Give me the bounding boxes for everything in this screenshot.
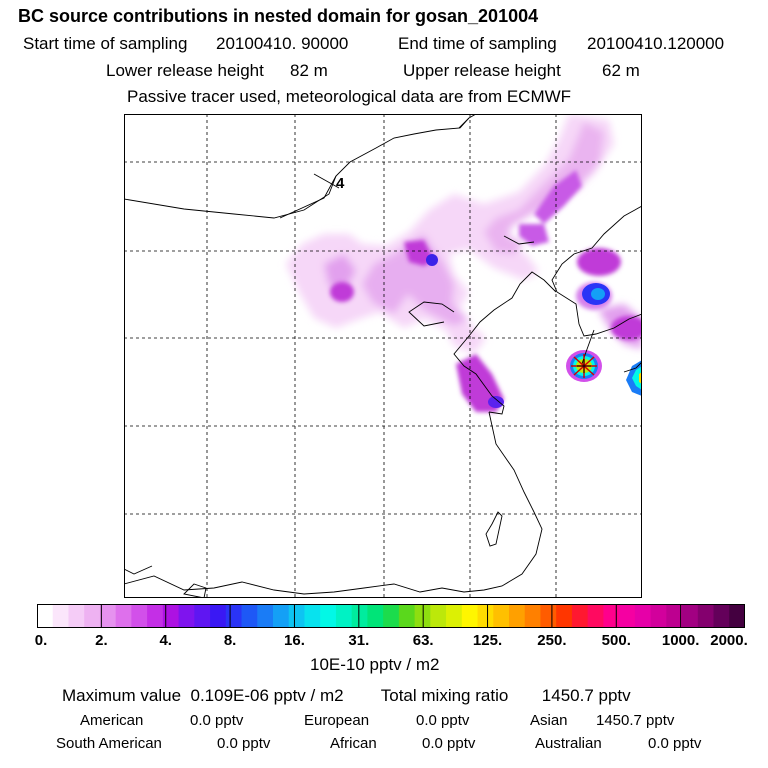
region-name: African [330, 735, 377, 752]
colorbar-tick-label: 31. [348, 632, 370, 649]
colorbar-cell [68, 604, 85, 628]
contribution-field [286, 114, 642, 412]
colorbar-cell [162, 604, 180, 628]
region-value: 0.0 pptv [416, 712, 470, 729]
colorbar [37, 604, 745, 628]
colorbar-cell [682, 604, 699, 628]
colorbar-cell [273, 604, 290, 628]
region-name: Asian [530, 712, 568, 729]
region-name: American [80, 712, 144, 729]
end-time-value: 20100410.120000 [587, 34, 725, 53]
total-mixing-value: 1450.7 pptv [541, 686, 631, 705]
colorbar-cell [634, 604, 652, 628]
colorbar-cell [713, 604, 730, 628]
region-value: 0.0 pptv [648, 735, 702, 752]
upper-height-value: 62 m [602, 61, 640, 80]
colorbar-tick-label: 1000. [661, 632, 700, 649]
colorbar-cell [697, 604, 715, 628]
start-time-value: 20100410. 90000 [216, 34, 349, 53]
colorbar-cell [509, 604, 526, 628]
colorbar-cell [540, 604, 557, 628]
colorbar-tick-label: 2000. [710, 632, 748, 649]
colorbar-cell [147, 604, 164, 628]
region-name: European [304, 712, 370, 729]
colorbar-cell [194, 604, 211, 628]
colorbar-cell [556, 604, 573, 628]
start-time-label: Start time of sampling [23, 34, 188, 53]
colorbar-cell [398, 604, 416, 628]
tracer-note: Passive tracer used, meteorological data… [127, 87, 572, 106]
colorbar-cell [52, 604, 69, 628]
colorbar-cell [367, 604, 384, 628]
region-name: South American [56, 735, 162, 752]
colorbar-cell [524, 604, 541, 628]
colorbar-tick-label: 500. [601, 632, 631, 649]
colorbar-cell [461, 604, 479, 628]
region-value: 0.0 pptv [422, 735, 476, 752]
taiwan-island [485, 511, 503, 547]
colorbar-cell [37, 604, 54, 628]
colorbar-cell [335, 604, 353, 628]
colorbar-tick-label: 125. [472, 632, 503, 649]
end-time-label: End time of sampling [398, 34, 557, 53]
source-contribution-map: 4 [124, 114, 642, 598]
colorbar-cell [493, 604, 510, 628]
colorbar-tick-label: 63. [412, 632, 434, 649]
hainan-island [183, 583, 207, 598]
colorbar-cell [351, 604, 368, 628]
lower-height-label: Lower release height [106, 61, 264, 80]
max-total-line: Maximum value 0.109E-06 pptv / m2 Total … [62, 686, 631, 706]
colorbar-cell [603, 604, 620, 628]
colorbar-cell [225, 604, 243, 628]
colorbar-cell [477, 604, 494, 628]
coastlines [124, 114, 642, 595]
lat-lon-grid [124, 114, 642, 598]
colorbar-cell [131, 604, 148, 628]
colorbar-cell [666, 604, 683, 628]
colorbar-tick-label: 0. [34, 632, 48, 649]
region-value: 1450.7 pptv [596, 712, 675, 729]
total-mixing-label: Total mixing ratio [380, 686, 509, 705]
colorbar-cell [446, 604, 463, 628]
colorbar-cell [729, 604, 745, 628]
colorbar-cell [430, 604, 447, 628]
colorbar-cell [115, 604, 132, 628]
colorbar-tick-label: 16. [284, 632, 305, 649]
colorbar-units: 10E-10 pptv / m2 [310, 655, 440, 674]
colorbar-cell [304, 604, 321, 628]
upper-height-label: Upper release height [403, 61, 561, 80]
colorbar-cell [99, 604, 117, 628]
max-value-label: Maximum value [62, 686, 182, 705]
colorbar-cell [210, 604, 227, 628]
region-value: 0.0 pptv [217, 735, 271, 752]
colorbar-cell [571, 604, 589, 628]
colorbar-cell [619, 604, 636, 628]
colorbar-cell [257, 604, 274, 628]
colorbar-cell [650, 604, 667, 628]
colorbar-cell [587, 604, 604, 628]
colorbar-cell [320, 604, 337, 628]
colorbar-cell [288, 604, 305, 628]
colorbar-tick-label: 4. [159, 632, 172, 649]
colorbar-cell [241, 604, 258, 628]
region-value: 0.0 pptv [190, 712, 244, 729]
colorbar-tick-label: 2. [95, 632, 108, 649]
contour-label: 4 [336, 175, 345, 192]
colorbar-cell [383, 604, 400, 628]
colorbar-cell [178, 604, 195, 628]
colorbar-tick-label: 250. [537, 632, 567, 649]
plot-title: BC source contributions in nested domain… [18, 6, 539, 26]
max-value: 0.109E-06 pptv / m2 [190, 686, 344, 705]
region-name: Australian [535, 735, 602, 752]
colorbar-tick-label: 8. [223, 632, 237, 649]
colorbar-cell [84, 604, 101, 628]
lower-height-value: 82 m [290, 61, 328, 80]
